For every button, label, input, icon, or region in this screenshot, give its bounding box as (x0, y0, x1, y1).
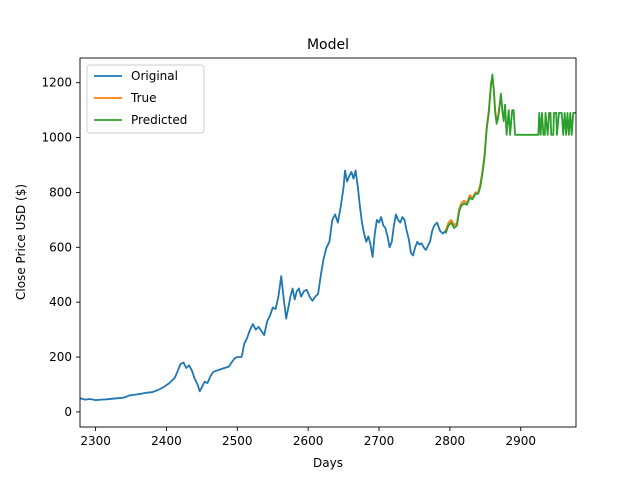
series-line-original (80, 169, 447, 401)
legend-label-true: True (130, 91, 157, 105)
x-tick-label: 2700 (364, 434, 395, 448)
y-tick-label: 800 (49, 185, 72, 199)
x-tick-label: 2600 (293, 434, 324, 448)
plot-area: 2300 2400 2500 2600 2700 2800 2900 0 200 400 600 80… (41, 57, 577, 448)
series-line-predicted (444, 73, 576, 234)
x-tick-label: 2900 (505, 434, 536, 448)
y-tick-label: 600 (49, 240, 72, 254)
y-tick-label: 1200 (41, 76, 72, 90)
y-tick-label: 200 (49, 350, 72, 364)
legend: Original True Predicted (86, 64, 205, 134)
y-tick-label: 400 (49, 295, 72, 309)
series-lines (80, 73, 576, 401)
y-axis-label: Close Price USD ($) (14, 184, 28, 300)
legend-label-predicted: Predicted (131, 113, 187, 127)
axes-frame (79, 57, 577, 428)
y-tick-label: 1000 (41, 131, 72, 145)
x-tick-label: 2800 (435, 434, 466, 448)
legend-label-original: Original (131, 69, 178, 83)
x-tick-label: 2400 (151, 434, 182, 448)
x-tick-label: 2300 (80, 434, 111, 448)
y-tick-label: 0 (64, 405, 72, 419)
chart-title: Model (307, 37, 349, 53)
x-tick-label: 2500 (222, 434, 253, 448)
legend-box (86, 64, 205, 134)
x-axis-label: Days (313, 456, 343, 470)
